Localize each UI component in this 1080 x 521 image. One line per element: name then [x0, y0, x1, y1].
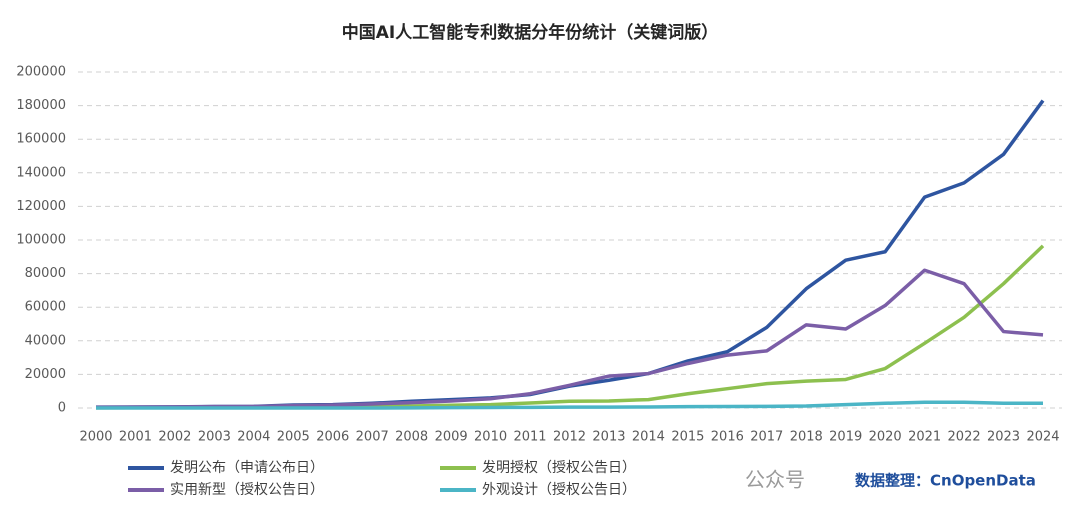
series-line [95, 268, 1044, 410]
y-tick-label: 100000 [16, 233, 66, 248]
x-tick-label: 2021 [908, 430, 941, 445]
y-tick-label: 180000 [16, 98, 66, 113]
x-tick-label: 2007 [356, 430, 389, 445]
x-tick-label: 2008 [395, 430, 428, 445]
legend-label: 外观设计（授权公告日） [482, 482, 636, 498]
x-tick-label: 2012 [553, 430, 586, 445]
x-tick-label: 2017 [750, 430, 783, 445]
x-tick-label: 2024 [1026, 430, 1059, 445]
series-line [95, 99, 1045, 409]
legend-label: 发明公布（申请公布日） [170, 460, 324, 476]
x-tick-label: 2016 [711, 430, 744, 445]
x-tick-label: 2009 [435, 430, 468, 445]
y-tick-label: 20000 [25, 367, 66, 382]
y-tick-label: 80000 [25, 266, 66, 281]
annotation: 数据整理：CnOpenData [855, 472, 1036, 490]
x-tick-label: 2022 [948, 430, 981, 445]
chart-title: 中国AI人工智能专利数据分年份统计（关键词版） [342, 22, 718, 43]
x-tick-label: 2002 [158, 430, 191, 445]
x-tick-label: 2019 [829, 430, 862, 445]
x-tick-label: 2023 [987, 430, 1020, 445]
x-tick-label: 2006 [316, 430, 349, 445]
legend-label: 发明授权（授权公告日） [482, 460, 636, 476]
y-tick-label: 160000 [16, 132, 66, 147]
watermark: 公众号 [745, 468, 805, 492]
y-tick-label: 0 [58, 401, 66, 416]
x-tick-label: 2011 [513, 430, 546, 445]
x-tick-label: 2000 [79, 430, 112, 445]
y-tick-label: 140000 [16, 165, 66, 180]
x-tick-label: 2010 [474, 430, 507, 445]
y-tick-label: 60000 [25, 300, 66, 315]
y-tick-label: 40000 [25, 333, 66, 348]
x-tick-label: 2018 [790, 430, 823, 445]
y-tick-label: 200000 [16, 65, 66, 80]
x-tick-label: 2004 [237, 430, 270, 445]
x-tick-label: 2015 [671, 430, 704, 445]
x-tick-label: 2005 [277, 430, 310, 445]
x-tick-label: 2003 [198, 430, 231, 445]
x-tick-label: 2020 [869, 430, 902, 445]
x-tick-label: 2001 [119, 430, 152, 445]
legend-label: 实用新型（授权公告日） [170, 482, 324, 498]
series-line [96, 400, 1043, 410]
x-tick-label: 2014 [632, 430, 665, 445]
y-tick-label: 120000 [16, 199, 66, 214]
x-tick-label: 2013 [592, 430, 625, 445]
